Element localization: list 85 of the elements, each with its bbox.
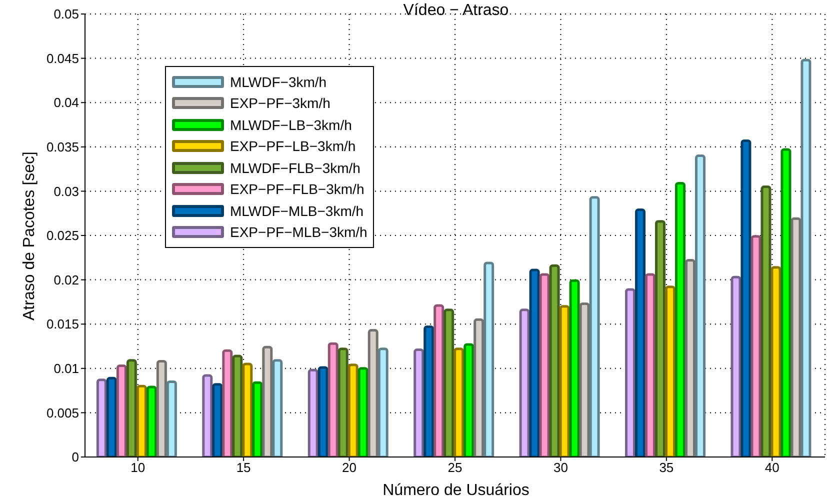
- bar: [146, 386, 157, 457]
- legend-label: EXP−PF−3km/h: [230, 95, 330, 112]
- bar: [444, 308, 454, 457]
- bar: [549, 264, 560, 457]
- bar: [202, 374, 213, 457]
- y-tick-label: 0.04: [54, 95, 79, 110]
- bar: [212, 383, 223, 457]
- legend-label: MLWDF−3km/h: [230, 74, 327, 90]
- bar: [675, 182, 686, 457]
- bar: [338, 348, 348, 457]
- y-tick-label: 0.045: [46, 50, 79, 66]
- bar: [424, 326, 434, 457]
- bar: [655, 220, 666, 457]
- bar: [96, 378, 107, 457]
- bar: [454, 348, 464, 457]
- y-tick-label: 0.02: [54, 272, 79, 288]
- x-axis-title: Número de Usuários: [382, 482, 530, 500]
- bar: [308, 368, 318, 457]
- y-tick-label: 0.015: [46, 316, 79, 332]
- bar: [740, 139, 752, 457]
- bar: [665, 286, 676, 457]
- bar: [790, 217, 802, 457]
- bar: [414, 348, 424, 457]
- x-tick-label: 25: [448, 460, 462, 476]
- bar: [529, 268, 540, 457]
- x-tick-label: 10: [130, 460, 146, 476]
- x-tick-label: 30: [553, 460, 568, 476]
- bar: [645, 273, 656, 457]
- bar: [252, 381, 263, 457]
- bar: [625, 288, 636, 457]
- legend-label: MLWDF−LB−3km/h: [230, 116, 352, 133]
- bar: [328, 342, 338, 457]
- y-tick-label: 0.03: [54, 184, 79, 199]
- legend-label: EXP−PF−LB−3km/h: [230, 138, 356, 154]
- bar: [474, 318, 484, 457]
- bar: [262, 346, 273, 457]
- bar: [166, 380, 177, 457]
- y-tick-label: 0.025: [46, 228, 79, 244]
- x-tick-label: 35: [659, 460, 674, 476]
- bar: [569, 279, 580, 457]
- bar: [232, 354, 243, 457]
- x-tick-label: 40: [764, 460, 780, 476]
- bar: [106, 376, 117, 457]
- bar: [318, 366, 328, 457]
- y-tick-label: 0.035: [46, 140, 79, 155]
- y-tick-label: 0.005: [46, 405, 79, 420]
- bar: [730, 276, 742, 457]
- bar: [685, 259, 696, 457]
- bar: [358, 367, 368, 457]
- bar: [348, 364, 358, 457]
- bar: [519, 308, 530, 457]
- bar: [464, 343, 474, 457]
- y-axis-title: Atraso de Pacotes [sec]: [21, 152, 39, 320]
- bar: [156, 360, 167, 457]
- chart-title: Vídeo − Atraso: [402, 2, 510, 20]
- bar: [750, 235, 762, 457]
- bar: [116, 364, 127, 457]
- legend-label: MLWDF−MLB−3km/h: [230, 202, 364, 219]
- bar: [126, 359, 137, 457]
- bar: [539, 273, 550, 457]
- bar: [378, 348, 388, 457]
- bar: [760, 186, 772, 457]
- bar: [589, 196, 600, 457]
- bar: [222, 349, 233, 457]
- y-tick-label: 0.05: [54, 6, 79, 22]
- bar: [579, 302, 590, 457]
- legend-label: MLWDF−FLB−3km/h: [230, 160, 360, 176]
- bar: [434, 304, 444, 457]
- x-tick-label: 15: [236, 460, 251, 476]
- bar: [780, 148, 792, 457]
- bar: [484, 262, 494, 457]
- legend-label: EXP−PF−FLB−3km/h: [230, 181, 364, 198]
- bar: [800, 58, 812, 457]
- bar: [242, 362, 253, 457]
- legend-label: EXP−PF−MLB−3km/h: [230, 224, 368, 240]
- bar: [695, 154, 706, 457]
- bar: [136, 384, 147, 457]
- bar: [272, 359, 283, 457]
- y-tick-label: 0.01: [54, 361, 79, 376]
- bar: [368, 329, 378, 457]
- y-tick-label: 0: [72, 450, 79, 465]
- bar: [559, 305, 570, 457]
- bar: [635, 208, 646, 457]
- bar: [770, 266, 782, 457]
- x-tick-label: 20: [342, 460, 357, 476]
